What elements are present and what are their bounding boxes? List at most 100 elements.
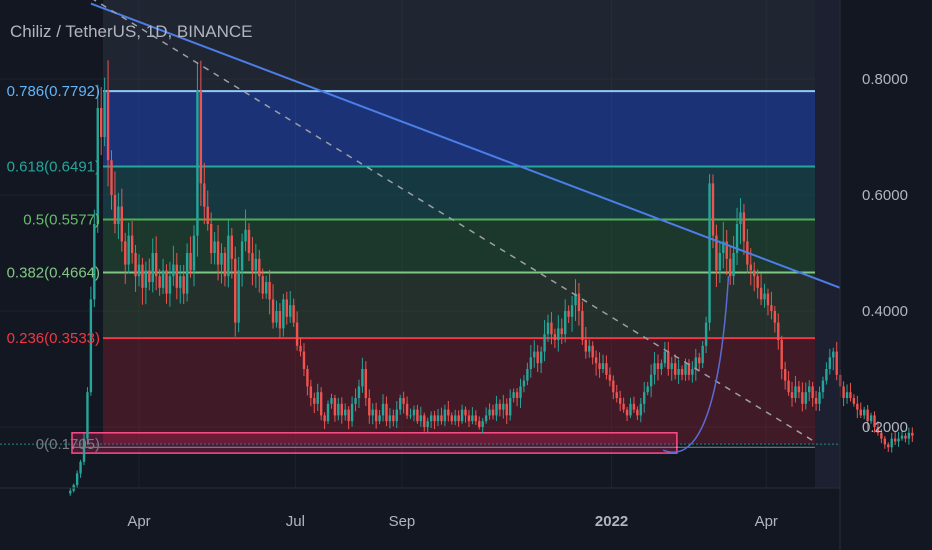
candle-body [563,311,567,335]
candle-body [175,264,179,288]
candle-body [399,398,402,410]
future-area [815,0,840,488]
candle-body [361,369,364,387]
candle-body [512,392,515,398]
candle-body [364,369,368,398]
candle-body [237,270,240,323]
candle-body [196,90,199,236]
candle-body [368,398,371,416]
candle-body [254,258,258,271]
time-tick-label: Apr [127,513,150,530]
candle-body [295,322,299,346]
time-axis[interactable]: Apr Jul Sep 2022 Apr [127,513,778,530]
candle-body [395,409,398,422]
candle-body [388,415,392,422]
candle-body [557,328,560,340]
candle-body [93,224,96,300]
candle-body [711,183,715,236]
fib-level-label: 0(0.1705) [36,436,100,453]
fib-band [103,0,815,92]
candle-body [526,369,529,381]
candle-body [550,322,553,335]
candle-body [182,276,185,294]
candle-body [161,270,165,288]
candle-body [515,392,519,398]
candle-body [529,357,533,369]
candle-body [313,398,316,404]
candle-body [423,415,426,427]
fib-band [103,166,815,220]
candle-body [319,392,323,416]
candle-body [289,305,292,317]
candle-body [873,415,876,427]
fib-level-label: 0.5(0.5577) [23,212,100,229]
candle-body [663,351,667,364]
candle-body [209,224,213,253]
candle-body [498,403,502,410]
candle-body [649,374,653,387]
candle-body [258,258,261,277]
candle-body [354,398,357,404]
candle-body [467,415,471,422]
fib-band [103,219,815,273]
candle-body [234,258,237,323]
candle-body [594,357,598,364]
price-axis[interactable]: 0.8000 0.6000 0.4000 0.2000 [862,71,908,436]
candle-body [508,398,512,416]
candle-body [753,270,756,277]
candle-body [192,235,196,271]
candle-body [859,409,862,416]
candle-body [570,305,574,317]
candle-body [780,340,783,369]
candle-body [185,253,189,294]
candle-body [261,276,264,294]
candle-body [612,380,615,393]
candle-body [69,490,72,494]
candle-body [409,415,412,417]
candle-body [168,276,172,294]
candle-body [443,409,447,422]
candle-body [165,270,168,294]
price-tick-label: 0.8000 [862,71,908,88]
candle-body [759,287,763,300]
price-tick-label: 0.2000 [862,419,908,436]
candle-body [220,253,223,265]
candle-body [783,369,787,381]
candle-body [553,334,557,340]
candle-body [708,183,711,323]
candle-body [344,409,347,416]
candle-body [385,403,388,422]
candle-body [694,357,697,369]
time-tick-label: Apr [755,513,778,530]
candle-body [199,90,203,184]
candle-body [282,299,285,329]
candle-body [464,409,467,416]
candle-body [543,334,546,352]
candle-body [223,253,227,277]
candle-body [478,421,481,427]
candle-body [904,435,907,439]
candle-body [96,108,99,224]
chart-title: Chiliz / TetherUS, 1D, BINANCE [10,22,253,41]
candle-body [481,421,484,427]
time-tick-label: 2022 [595,513,628,530]
candle-body [264,282,268,294]
candle-body [911,432,914,436]
candle-body [777,322,780,340]
candle-body [440,415,443,422]
candle-body [601,363,605,369]
candle-body [632,403,636,410]
candle-body [608,374,612,381]
candle-body [502,403,505,410]
candle-body [471,415,474,422]
candle-body [240,241,244,271]
candle-body [213,241,216,253]
candle-body [653,363,656,375]
candle-body [643,392,646,404]
candle-body [127,235,130,265]
candle-body [818,392,821,404]
candle-body [797,386,801,393]
candle-body [450,415,453,422]
candle-body [189,253,192,271]
